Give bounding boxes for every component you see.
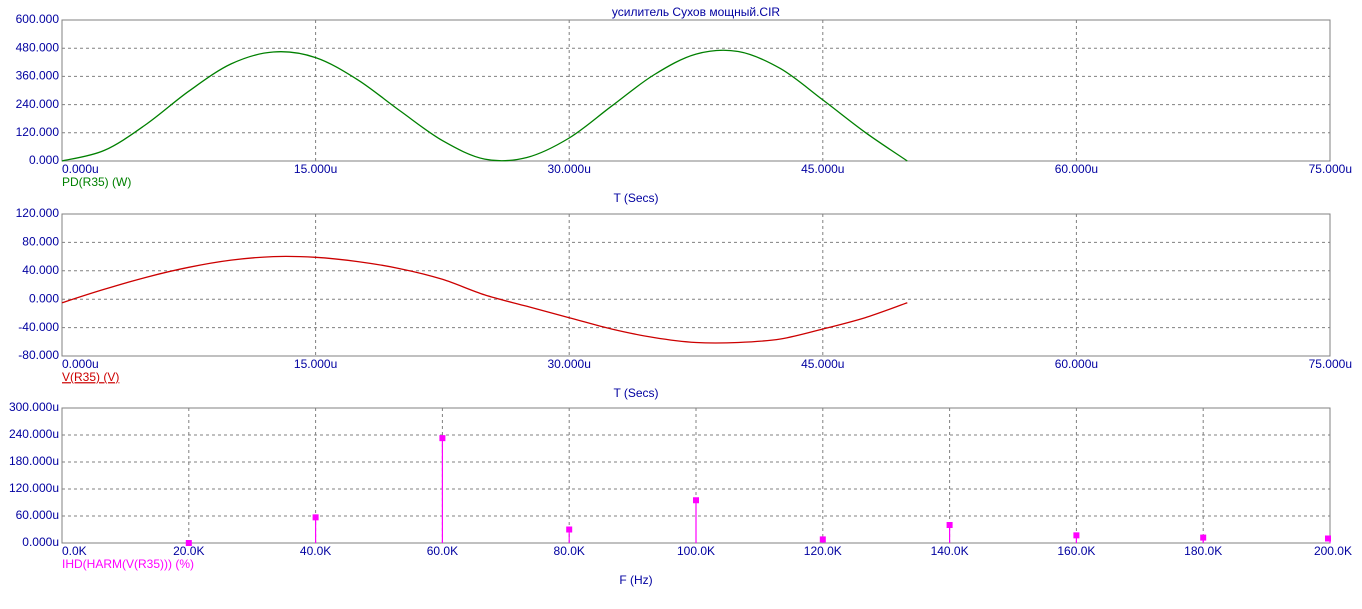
plot-frame-2 [61,213,1331,357]
harmonic-marker [439,435,446,442]
x-tick-label: 120.0K [804,544,842,558]
x-tick-label: 60.0K [427,544,458,558]
y-tick-label: 0.000u [22,535,59,549]
x-axis-label: F (Hz) [619,573,652,587]
x-tick-label: 140.0K [931,544,969,558]
harmonic-marker [1200,534,1207,541]
y-tick-label: 300.000u [9,400,59,414]
x-tick-label: 15.000u [294,162,337,176]
y-tick-label: 120.000 [16,125,60,139]
harmonic-marker [1325,535,1331,542]
x-tick-label: 20.0K [173,544,204,558]
y-tick-label: 180.000u [9,454,59,468]
y-tick-label: 240.000 [16,97,60,111]
y-tick-label: 600.000 [16,12,60,26]
x-tick-label: 80.0K [554,544,585,558]
y-tick-label: 480.000 [16,40,60,54]
x-tick-label: 75.000u [1309,357,1352,371]
x-tick-label: 200.0K [1314,544,1352,558]
series-label: PD(R35) (W) [62,175,131,189]
y-tick-label: -80.000 [18,348,59,362]
x-tick-label: 60.000u [1055,162,1098,176]
x-tick-label: 0.000u [62,357,99,371]
harmonic-marker [312,514,319,521]
y-tick-label: 60.000u [16,508,59,522]
x-tick-label: 15.000u [294,357,337,371]
y-tick-label: 80.000 [22,235,59,249]
plot-frame-1 [61,19,1331,162]
y-tick-label: 120.000u [9,481,59,495]
harmonic-marker [1073,532,1080,539]
harmonic-marker [185,540,192,546]
series-label: V(R35) (V) [62,370,119,384]
x-tick-label: 180.0K [1184,544,1222,558]
x-tick-label: 45.000u [801,357,844,371]
y-tick-label: 240.000u [9,427,59,441]
harmonic-marker [946,522,953,528]
series-line-2 [61,255,908,344]
y-tick-label: 120.000 [16,206,60,220]
series-label: IHD(HARM(V(R35))) (%) [62,557,194,571]
series-line-1 [61,49,908,162]
x-tick-label: 160.0K [1057,544,1095,558]
x-tick-label: 40.0K [300,544,331,558]
x-tick-label: 75.000u [1309,162,1352,176]
y-tick-label: 40.000 [22,263,59,277]
harmonic-marker [566,526,573,533]
x-axis-label: T (Secs) [613,386,658,400]
x-tick-label: 30.000u [548,162,591,176]
x-tick-label: 100.0K [677,544,715,558]
y-tick-label: 360.000 [16,69,60,83]
y-tick-label: 0.000 [29,291,59,305]
x-tick-label: 45.000u [801,162,844,176]
x-axis-label: T (Secs) [613,191,658,205]
x-tick-label: 60.000u [1055,357,1098,371]
chart-title: усилитель Сухов мощный.CIR [612,5,780,19]
y-tick-label: -40.000 [18,320,59,334]
x-tick-label: 30.000u [548,357,591,371]
x-tick-label: 0.000u [62,162,99,176]
harmonic-marker [693,497,699,504]
harmonic-marker [819,536,826,543]
x-tick-label: 0.0K [62,544,87,558]
y-tick-label: 0.000 [29,153,59,167]
